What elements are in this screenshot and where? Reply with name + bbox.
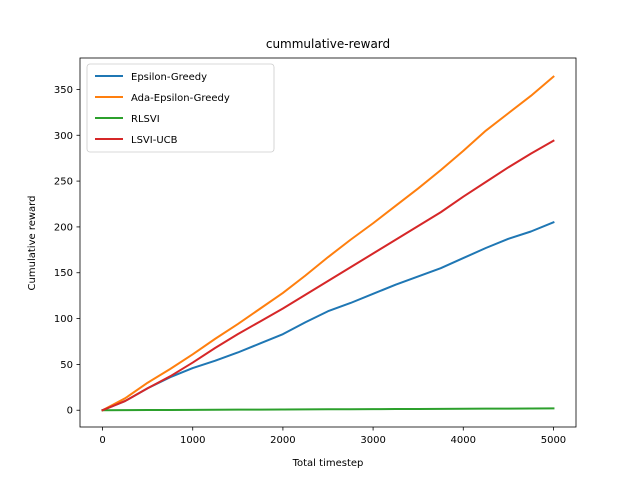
- plot-area: [79, 57, 577, 428]
- y-tick-label: 200: [54, 222, 73, 233]
- x-tick-label: 3000: [360, 435, 385, 446]
- y-tick-label: 250: [54, 177, 73, 188]
- y-tick-label: 100: [54, 314, 73, 325]
- y-tick-label: 300: [54, 131, 73, 142]
- y-axis: 0 50 100 150 200 250 300 350: [54, 85, 80, 417]
- y-tick-label: 350: [54, 85, 73, 96]
- legend-label: RLSVI: [131, 114, 160, 125]
- legend-label: LSVI-UCB: [131, 135, 178, 146]
- y-tick-label: 0: [67, 406, 73, 417]
- x-tick-label: 5000: [541, 435, 566, 446]
- x-tick-label: 4000: [451, 435, 476, 446]
- legend-box: [86, 63, 275, 153]
- x-axis-title: Total timestep: [292, 458, 364, 469]
- legend-label: Epsilon-Greedy: [131, 72, 207, 83]
- legend: Epsilon-Greedy Ada-Epsilon-Greedy RLSVI LSV…: [86, 63, 275, 153]
- series-line-ada-epsilon-greedy: [101, 75, 555, 412]
- plot-frame: [79, 57, 577, 428]
- x-tick-label: 1000: [180, 435, 205, 446]
- series-line-lsvi-ucb: [101, 139, 555, 412]
- series-line-epsilon-greedy: [101, 221, 555, 412]
- y-tick-label: 50: [60, 360, 73, 371]
- x-axis: 0 1000 2000 3000 4000 5000: [99, 427, 566, 446]
- x-tick-label: 0: [99, 435, 105, 446]
- legend-label: Ada-Epsilon-Greedy: [131, 93, 230, 104]
- series-line-rlsvi: [101, 407, 555, 412]
- x-tick-label: 2000: [270, 435, 295, 446]
- y-tick-label: 150: [54, 268, 73, 279]
- y-axis-title: Cumulative reward: [27, 196, 38, 291]
- chart-title: cummulative-reward: [266, 37, 390, 51]
